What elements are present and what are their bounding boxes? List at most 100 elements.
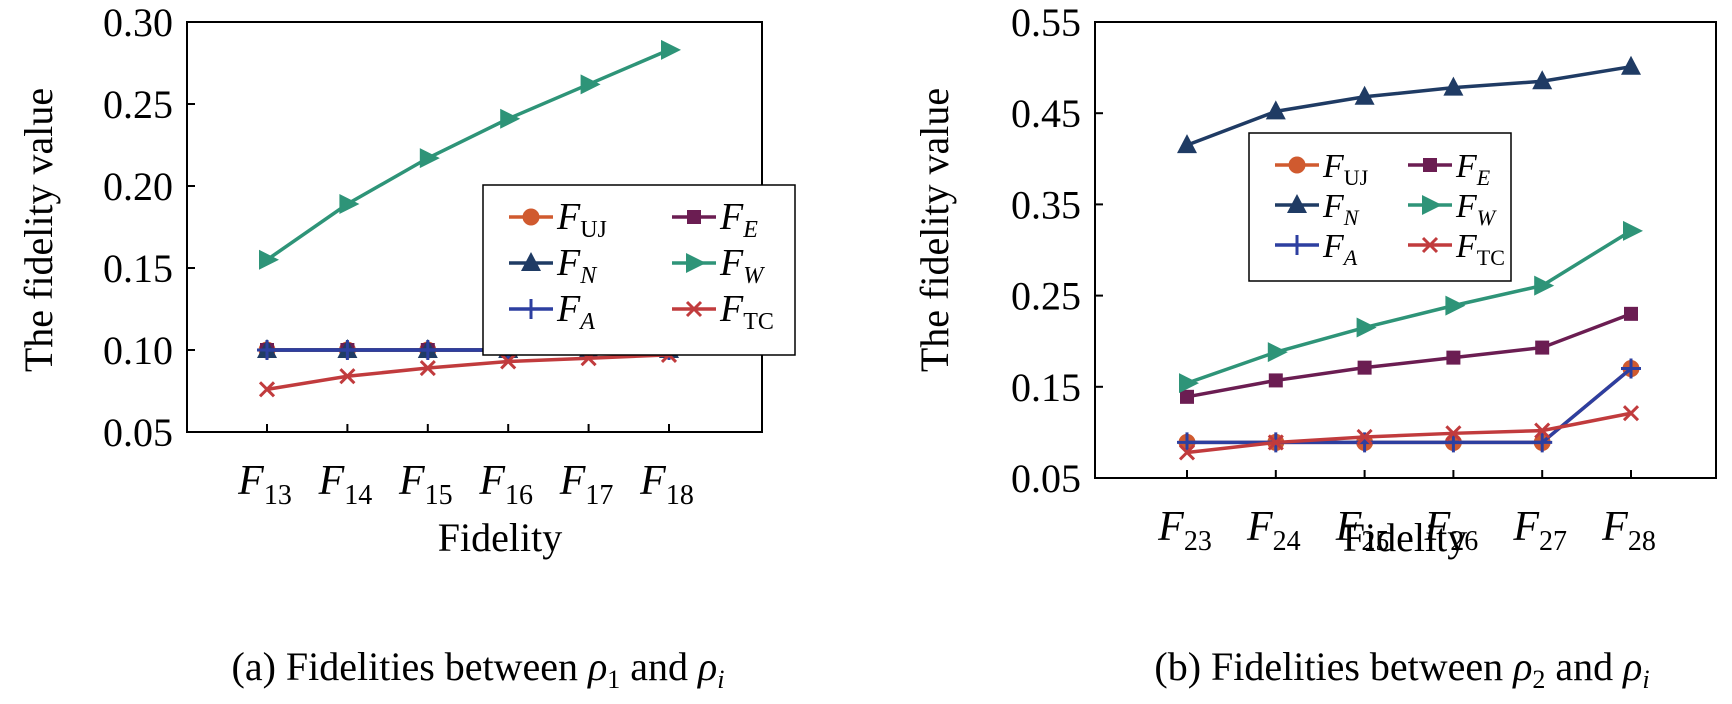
caption: (a) Fidelities between ρ1 and ρi: [232, 644, 725, 694]
x-tick-label: F23: [1157, 504, 1212, 557]
legend-marker: [685, 300, 703, 318]
legend-marker: [1288, 156, 1306, 174]
data-point: [1445, 295, 1466, 316]
x-axis-label: Fidelity: [438, 515, 562, 560]
legend-item: FTC: [672, 288, 774, 335]
legend-label-sub: UJ: [580, 217, 607, 243]
legend-label-sub: A: [578, 309, 595, 335]
plot-frame: [1094, 21, 1717, 479]
data-point: [1267, 434, 1284, 451]
data-point: [1356, 428, 1373, 446]
series-line: [1186, 229, 1632, 385]
data-point: [257, 340, 277, 360]
legend-label-sub: E: [1476, 165, 1491, 190]
legend-label-base: F: [556, 242, 581, 284]
legend-label-sub: A: [1342, 245, 1358, 270]
legend-item: FUJ: [509, 196, 607, 243]
x-tick-label-base: F: [237, 458, 264, 504]
series-F_A: [1177, 358, 1641, 453]
data-point: [419, 148, 440, 169]
x-tick-label-sub: 23: [1184, 526, 1212, 557]
legend-label-base: F: [1455, 188, 1478, 225]
legend-marker: [521, 252, 541, 271]
legend-label-sub: W: [743, 263, 765, 289]
y-tick-label: 0.30: [103, 0, 173, 45]
caption-rho-right: ρ: [696, 644, 717, 689]
legend-label: FW: [719, 242, 765, 289]
x-tick-label: F13: [237, 458, 292, 511]
x-tick-label-sub: 14: [344, 480, 372, 511]
legend-item: FW: [1408, 188, 1497, 230]
series-line: [1186, 64, 1632, 147]
data-point: [1621, 55, 1641, 75]
x-tick-label: F17: [559, 458, 614, 511]
legend-marker: [1423, 158, 1437, 172]
x-tick-label-sub: 27: [1539, 526, 1567, 557]
x-tick-label: F27: [1512, 504, 1567, 557]
x-tick-label-sub: 17: [585, 480, 613, 511]
x-tick-label-base: F: [1512, 504, 1539, 550]
legend-item: FA: [509, 288, 595, 335]
legend-label: FUJ: [556, 196, 607, 243]
y-tick-label: 0.05: [103, 410, 173, 455]
legend-label: FN: [556, 242, 598, 289]
y-tick-label: 0.15: [103, 246, 173, 291]
legend-label-base: F: [719, 288, 744, 330]
x-tick-label-base: F: [1335, 504, 1362, 550]
legend-label: FE: [719, 196, 758, 243]
y-axis-label: The fidelity value: [912, 88, 957, 372]
data-point: [339, 368, 356, 385]
x-tick-label-base: F: [1601, 504, 1628, 550]
legend-label-sub: N: [1343, 205, 1360, 230]
legend-label-sub: TC: [743, 309, 774, 335]
data-point: [580, 74, 601, 95]
caption-middle: and: [1545, 644, 1623, 689]
data-point: [258, 381, 276, 398]
caption-rho-right: ρ: [1621, 644, 1642, 689]
data-point: [1356, 317, 1377, 338]
legend-marker: [687, 210, 701, 224]
x-tick-label-sub: 18: [666, 480, 694, 511]
x-tick-label: F18: [639, 458, 694, 511]
legend-label: FTC: [719, 288, 774, 335]
caption-rho-left-sub: 1: [607, 665, 620, 694]
x-tick-label-base: F: [318, 458, 345, 504]
series-F_W: [259, 39, 681, 270]
data-point: [1534, 422, 1551, 439]
y-tick-label: 0.20: [103, 164, 173, 209]
legend-item: FTC: [1408, 228, 1505, 270]
series-line: [1187, 367, 1633, 445]
data-point: [1446, 350, 1461, 365]
data-point: [1268, 373, 1283, 388]
legend-marker: [1287, 194, 1307, 213]
legend-item: FN: [509, 242, 598, 289]
data-point: [1265, 100, 1286, 120]
x-tick-label-sub: 16: [505, 480, 533, 511]
series-line: [266, 353, 670, 392]
x-tick-label-sub: 24: [1273, 526, 1301, 557]
x-tick-label: F24: [1246, 504, 1301, 557]
data-point: [500, 353, 517, 370]
x-tick-label-base: F: [398, 458, 425, 504]
series-F_W: [1179, 220, 1643, 394]
x-tick-label-base: F: [639, 458, 666, 504]
data-point: [1532, 70, 1553, 90]
legend-label-sub: TC: [1477, 245, 1505, 270]
legend-label-base: F: [556, 288, 581, 330]
x-tick-label: F28: [1601, 504, 1656, 557]
data-point: [339, 194, 360, 215]
x-tick-label: F25: [1335, 504, 1390, 557]
data-point: [417, 340, 438, 360]
data-point: [1267, 342, 1288, 363]
series-F_TC: [1178, 405, 1640, 461]
legend-item: FN: [1275, 188, 1360, 230]
series-line: [266, 48, 670, 262]
data-point: [1532, 432, 1553, 453]
x-tick-label-sub: 13: [264, 480, 292, 511]
series-line: [1187, 367, 1633, 445]
legend-label: FA: [556, 288, 595, 335]
data-point: [1443, 76, 1464, 96]
legend-label-base: F: [1455, 228, 1478, 265]
